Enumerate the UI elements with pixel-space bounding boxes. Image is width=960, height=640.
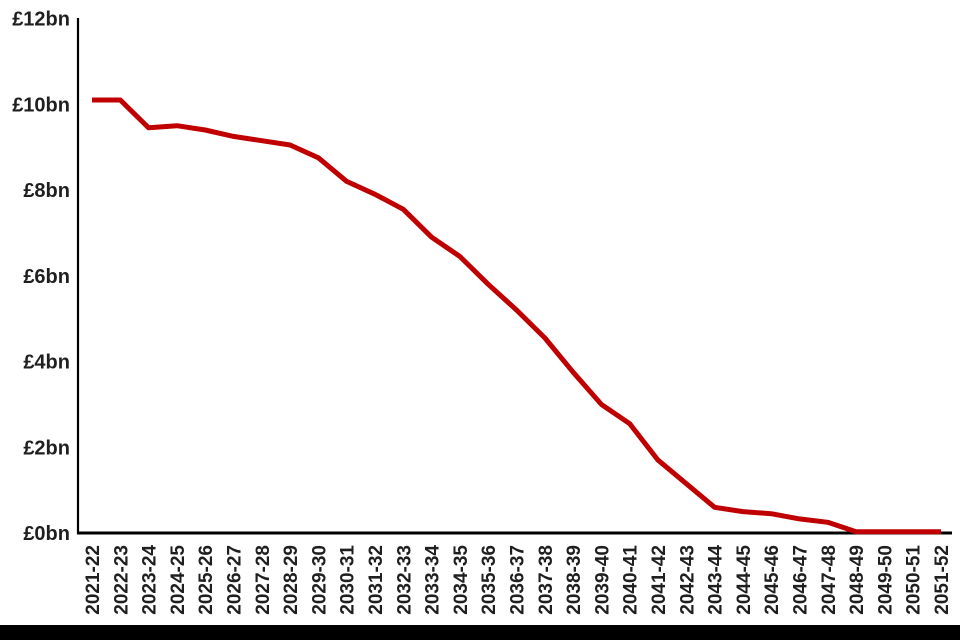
x-axis-tick-label: 2048-49 <box>847 545 868 615</box>
x-axis-tick-label: 2042-43 <box>677 545 698 615</box>
y-axis-tick-label: £12bn <box>12 9 70 31</box>
x-axis-tick-label: 2034-35 <box>451 545 472 615</box>
y-axis-tick-label: £2bn <box>23 437 70 459</box>
x-axis-tick-label: 2044-45 <box>734 545 755 615</box>
x-axis-tick-label: 2036-37 <box>508 545 529 615</box>
y-axis-tick-label: £8bn <box>23 180 70 202</box>
x-axis-tick-label: 2029-30 <box>309 545 330 615</box>
x-axis-tick-label: 2030-31 <box>338 545 359 615</box>
x-axis-tick-label: 2025-26 <box>196 545 217 615</box>
y-axis-tick-label: £10bn <box>12 94 70 116</box>
x-axis-tick-label: 2022-23 <box>111 545 132 615</box>
y-axis-tick-label: £4bn <box>23 352 70 374</box>
x-axis-tick-label: 2027-28 <box>253 545 274 615</box>
x-axis-tick-label: 2040-41 <box>621 545 642 615</box>
x-axis-tick-label: 2033-34 <box>423 545 444 615</box>
line-chart: £12bn £10bn £8bn £6bn £4bn £2bn £0bn 2021-22 202… <box>12 9 953 615</box>
x-axis-tick-label: 2041-42 <box>649 545 670 615</box>
x-axis-tick-label: 2035-36 <box>479 545 500 615</box>
x-axis-tick-label: 2039-40 <box>592 545 613 615</box>
x-axis-tick-label: 2051-52 <box>932 545 953 615</box>
x-axis-tick-label: 2031-32 <box>366 545 387 615</box>
y-axis-tick-label: £6bn <box>23 266 70 288</box>
y-axis-tick-label: £0bn <box>23 523 70 545</box>
data-series-line <box>92 97 941 535</box>
x-axis-tick-label: 2038-39 <box>564 545 585 615</box>
x-axis-tick-label: 2021-22 <box>83 545 104 615</box>
x-axis-tick-label: 2045-46 <box>762 545 783 615</box>
x-axis-tick-label: 2028-29 <box>281 545 302 615</box>
x-axis-tick-label: 2023-24 <box>140 545 161 615</box>
x-axis-tick-label: 2047-48 <box>819 545 840 615</box>
x-axis-tick-label: 2024-25 <box>168 545 189 615</box>
x-axis-tick-label: 2050-51 <box>904 545 925 615</box>
x-axis-tick-label: 2049-50 <box>875 545 896 615</box>
x-axis-tick-label: 2026-27 <box>225 545 246 615</box>
bottom-bar <box>0 625 960 640</box>
x-axis-tick-label: 2037-38 <box>536 545 557 615</box>
x-axis-tick-label: 2043-44 <box>706 545 727 615</box>
x-axis-tick-label: 2046-47 <box>791 545 812 615</box>
x-axis-tick-label: 2032-33 <box>394 545 415 615</box>
